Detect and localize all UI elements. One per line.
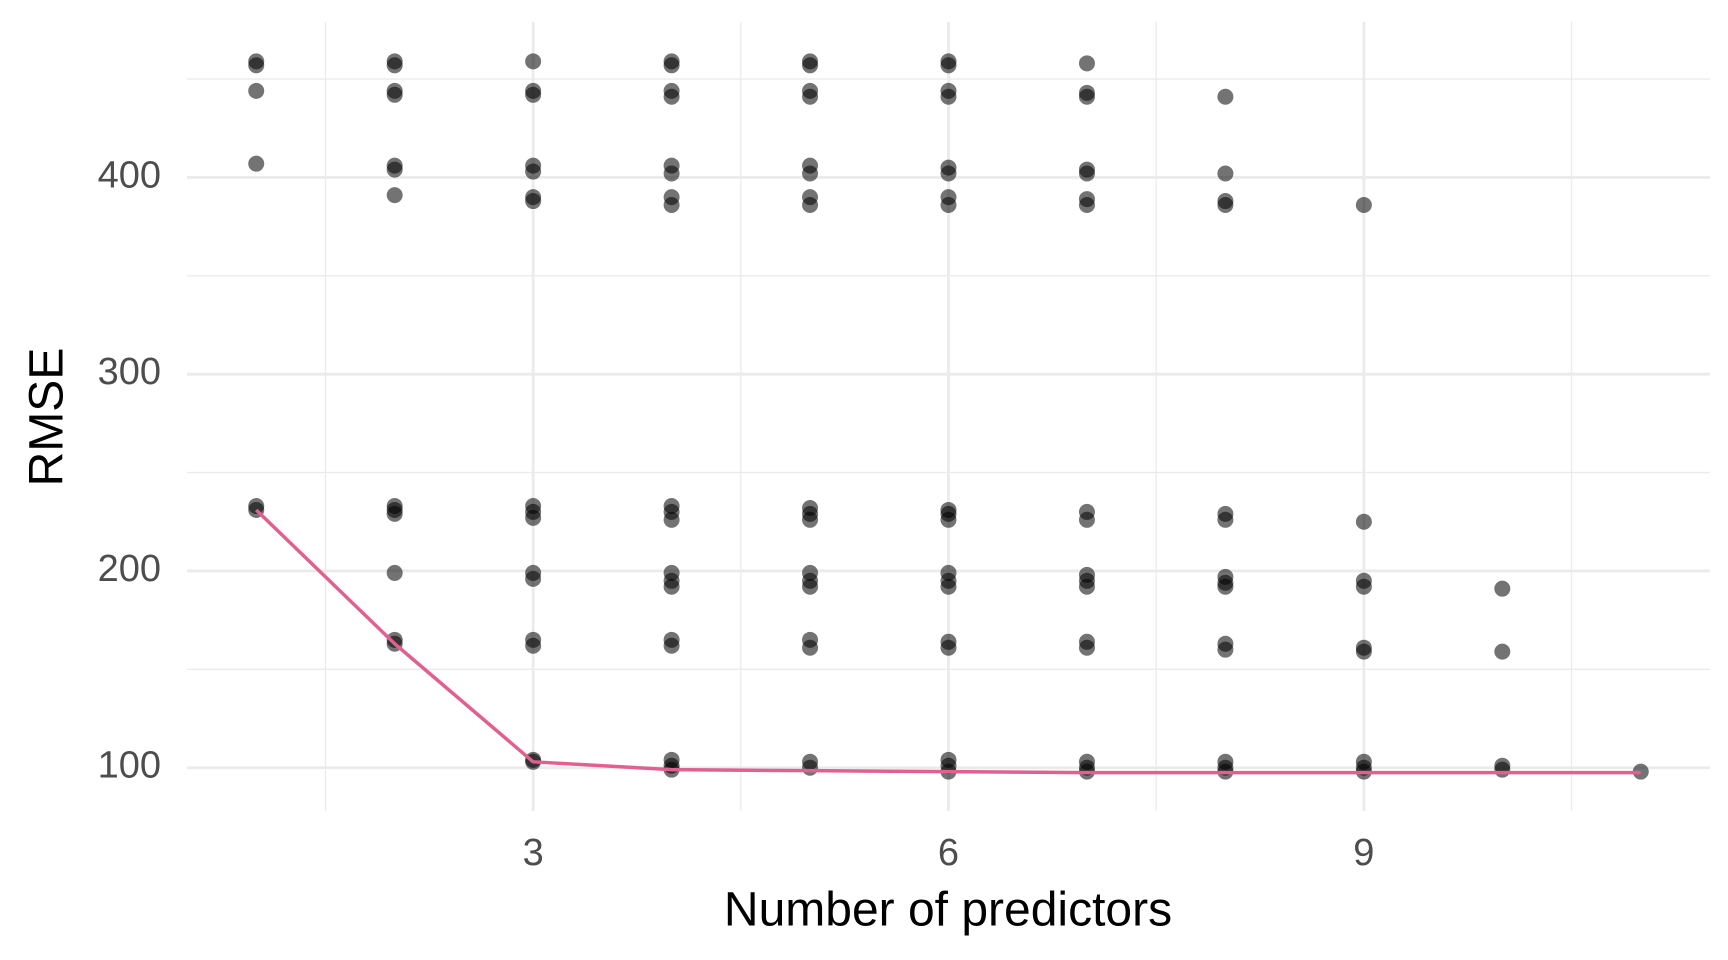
- point: [1217, 511, 1234, 528]
- point: [1078, 511, 1095, 528]
- point: [1217, 196, 1234, 213]
- x-tick-label: 3: [523, 832, 544, 874]
- y-tick-label: 200: [98, 548, 161, 590]
- point: [1355, 196, 1372, 213]
- point: [940, 578, 957, 595]
- point: [802, 759, 819, 776]
- point: [525, 509, 542, 526]
- point: [1217, 641, 1234, 658]
- point: [1355, 578, 1372, 595]
- point: [525, 163, 542, 180]
- point: [802, 57, 819, 74]
- y-tick-label: 400: [98, 154, 161, 196]
- point: [386, 86, 403, 103]
- point: [940, 511, 957, 528]
- point: [802, 639, 819, 656]
- point: [940, 57, 957, 74]
- point: [1355, 513, 1372, 530]
- x-tick-label: 9: [1353, 832, 1374, 874]
- point: [386, 57, 403, 74]
- point: [525, 570, 542, 587]
- y-tick-label: 300: [98, 351, 161, 393]
- point: [1494, 643, 1511, 660]
- point: [663, 578, 680, 595]
- x-axis-title: Number of predictors: [724, 884, 1172, 937]
- point: [1494, 761, 1511, 778]
- point: [802, 88, 819, 105]
- point: [248, 57, 265, 74]
- point: [1217, 578, 1234, 595]
- point: [1078, 88, 1095, 105]
- point: [663, 511, 680, 528]
- point: [663, 165, 680, 182]
- point: [802, 196, 819, 213]
- point: [525, 53, 542, 70]
- point: [525, 637, 542, 654]
- point: [386, 505, 403, 522]
- point: [1078, 639, 1095, 656]
- point: [940, 88, 957, 105]
- point: [802, 578, 819, 595]
- y-tick-label: 100: [98, 745, 161, 787]
- y-axis-title: RMSE: [21, 348, 74, 487]
- point: [663, 196, 680, 213]
- point: [248, 82, 265, 99]
- point: [663, 57, 680, 74]
- point: [386, 187, 403, 204]
- point: [940, 165, 957, 182]
- point: [525, 86, 542, 103]
- point: [940, 196, 957, 213]
- plot-area: [248, 53, 1649, 780]
- point: [1217, 165, 1234, 182]
- point: [525, 193, 542, 210]
- point: [663, 637, 680, 654]
- point: [1078, 578, 1095, 595]
- point: [1217, 88, 1234, 105]
- point: [940, 639, 957, 656]
- point: [1494, 580, 1511, 597]
- x-tick-label: 6: [938, 832, 959, 874]
- point: [386, 161, 403, 178]
- point: [386, 564, 403, 581]
- point: [1078, 55, 1095, 72]
- point: [248, 155, 265, 172]
- point: [663, 88, 680, 105]
- point: [1355, 643, 1372, 660]
- point: [802, 165, 819, 182]
- line: [255, 508, 1641, 775]
- point: [1078, 196, 1095, 213]
- point: [1078, 165, 1095, 182]
- point: [802, 511, 819, 528]
